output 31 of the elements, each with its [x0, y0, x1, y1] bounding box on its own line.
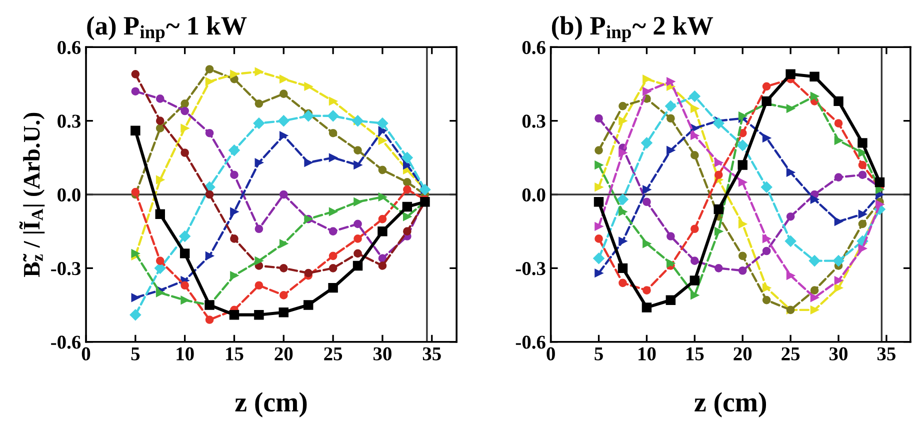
x-tick-label: 30 — [830, 347, 848, 360]
chart-title: (a) P$_{inp}$~ 1 kW — [87, 16, 247, 42]
y-tick-label: 0.3 — [58, 114, 80, 128]
y-tick-label: -0.3 — [51, 262, 80, 276]
x-tick-label: 15 — [686, 347, 704, 360]
x-tick-label: 0 — [546, 347, 555, 360]
y-tick-label: -0.6 — [51, 336, 81, 349]
x-tick-label: 10 — [176, 347, 194, 360]
x-tick-label: 25 — [782, 347, 800, 360]
y-tick-label: 0.6 — [58, 40, 81, 54]
x-tick-label: 25 — [324, 347, 342, 360]
x-tick-label: 35 — [877, 347, 896, 360]
x-axis-title: z (cm) — [694, 392, 766, 418]
y-tick-label: 0.3 — [522, 114, 546, 128]
y-tick-label: -0.6 — [516, 336, 546, 349]
x-tick-label: 0 — [82, 347, 90, 360]
x-tick-label: 15 — [226, 347, 244, 360]
x-axis-title: z (cm) — [235, 392, 307, 418]
x-tick-label: 30 — [373, 347, 392, 360]
x-tick-label: 5 — [131, 347, 140, 360]
x-tick-label: 20 — [734, 347, 752, 360]
y-tick-label: 0.6 — [522, 40, 546, 54]
x-tick-label: 20 — [274, 347, 293, 360]
x-tick-label: 10 — [638, 347, 656, 360]
y-tick-label: 0.0 — [58, 188, 80, 202]
chart-title: (b) P$_{inp}$~ 2 kW — [552, 16, 714, 42]
y-tick-label: -0.3 — [516, 262, 546, 276]
x-tick-label: 35 — [422, 347, 441, 360]
y-tick-label: 0.0 — [522, 188, 546, 202]
x-tick-label: 5 — [594, 347, 603, 360]
y-axis-title: B̃$_{z}$ / |Ĩ$_{A}$| (Arb.U.) — [19, 112, 45, 277]
